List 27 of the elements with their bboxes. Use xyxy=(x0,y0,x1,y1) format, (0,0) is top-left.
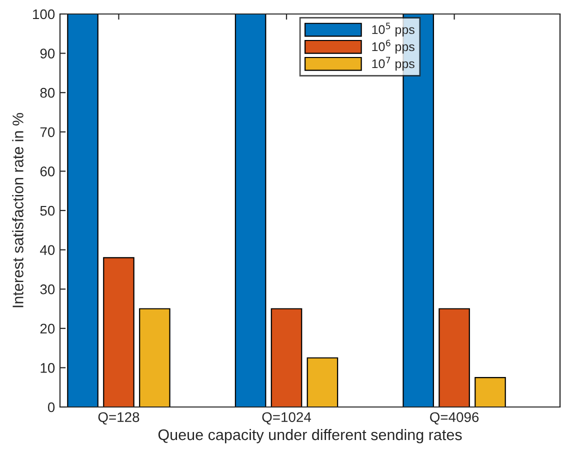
legend-label: 10$^{5}$ pps xyxy=(372,22,414,37)
y-tick-label: 20 xyxy=(40,324,55,334)
x-tick-label: Q=128 xyxy=(98,412,140,425)
bar xyxy=(270,308,302,407)
bar xyxy=(139,308,170,407)
y-axis-title: Interest satisfaction rate in % xyxy=(12,112,24,308)
y-tick-label: 30 xyxy=(40,284,55,294)
legend-label: 10$^{7}$ pps xyxy=(372,56,414,71)
legend-label: 10$^{6}$ pps xyxy=(372,40,414,54)
x-axis-title: Queue capacity under different sending rates xyxy=(158,428,462,444)
bar xyxy=(67,14,98,407)
bar xyxy=(103,257,134,407)
y-tick-label: 60 xyxy=(40,166,55,176)
bar xyxy=(306,357,338,407)
y-tick-label: 10 xyxy=(40,363,55,373)
y-tick-label: 80 xyxy=(40,88,55,98)
y-tick-label: 90 xyxy=(40,48,55,58)
y-tick-label: 70 xyxy=(40,127,55,138)
bar xyxy=(234,14,266,407)
x-tick-label: Q=1024 xyxy=(262,412,312,425)
y-tick-label: 50 xyxy=(40,206,55,216)
bar xyxy=(438,308,470,407)
y-tick-label: 40 xyxy=(40,245,55,255)
x-tick-label: Q=4096 xyxy=(430,412,479,425)
y-tick-label: 0 xyxy=(48,402,55,412)
bar xyxy=(474,376,506,407)
y-tick-label: 100 xyxy=(33,9,55,20)
